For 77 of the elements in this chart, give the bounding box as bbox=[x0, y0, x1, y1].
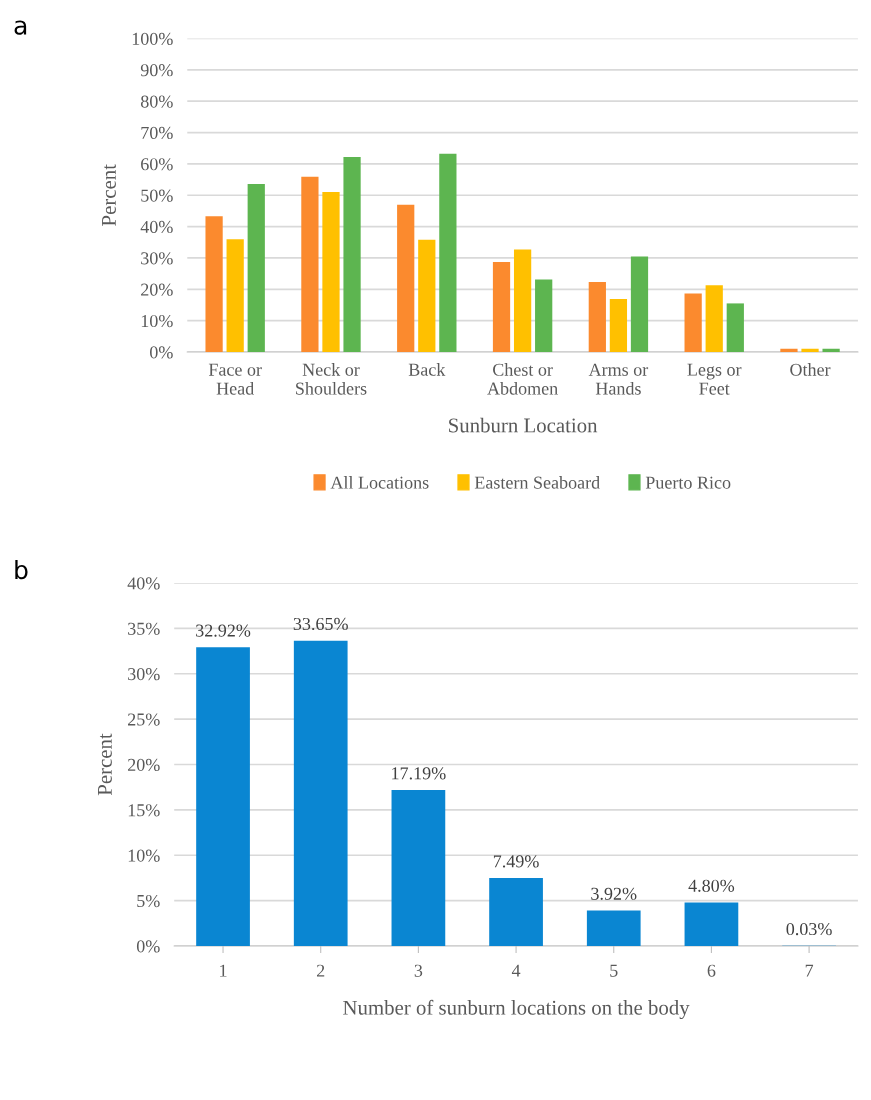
x-tick-label: Neck or Shoulders bbox=[296, 363, 367, 395]
data-label: 7.49% bbox=[493, 855, 539, 868]
x-tick-label: Arms or Hands bbox=[588, 363, 649, 395]
bar bbox=[726, 303, 744, 352]
bar bbox=[226, 239, 244, 352]
bar bbox=[513, 249, 532, 352]
bar bbox=[609, 299, 628, 352]
text: b bbox=[15, 559, 28, 580]
bar bbox=[492, 262, 511, 352]
y-tick-label: 0% bbox=[150, 346, 173, 359]
data-label: 33.65% bbox=[293, 617, 348, 631]
text: a bbox=[14, 20, 27, 35]
y-axis-title: Percent bbox=[98, 733, 112, 796]
y-tick-label: 25% bbox=[128, 713, 160, 726]
bar bbox=[322, 192, 340, 352]
y-tick-label: 5% bbox=[137, 894, 160, 908]
bar bbox=[535, 279, 553, 352]
x-tick-label: Back bbox=[408, 363, 446, 376]
y-tick-label: 40% bbox=[140, 220, 173, 234]
bar bbox=[301, 176, 319, 352]
y-tick-label: 10% bbox=[141, 314, 173, 328]
y-tick-label: 30% bbox=[128, 668, 160, 681]
x-tick-label: 5 bbox=[610, 964, 618, 977]
bar bbox=[684, 902, 739, 946]
y-axis-title: Percent bbox=[102, 164, 116, 226]
x-tick-label: Legs or Feet bbox=[687, 363, 742, 395]
bar bbox=[684, 293, 702, 352]
legend-label: All Locations bbox=[330, 476, 429, 489]
bar bbox=[822, 348, 840, 352]
data-label: 0.03% bbox=[786, 922, 832, 936]
y-tick-label: 30% bbox=[141, 252, 173, 265]
bar bbox=[630, 256, 649, 352]
x-tick-label: 4 bbox=[511, 964, 521, 977]
data-label: 17.19% bbox=[392, 767, 446, 780]
y-tick-label: 35% bbox=[128, 622, 160, 635]
y-tick-label: 40% bbox=[127, 577, 160, 590]
x-tick-label: Chest or Abdomen bbox=[487, 363, 558, 395]
y-tick-label: 20% bbox=[141, 283, 173, 296]
bar bbox=[293, 640, 348, 946]
y-tick-label: 80% bbox=[140, 95, 173, 108]
data-label: 3.92% bbox=[591, 887, 637, 900]
y-tick-label: 90% bbox=[140, 64, 173, 77]
bar bbox=[196, 647, 250, 946]
bar bbox=[439, 153, 457, 352]
y-tick-label: 100% bbox=[132, 32, 173, 45]
data-label: 32.92% bbox=[196, 624, 251, 637]
bar bbox=[780, 348, 798, 352]
legend-label: Eastern Seaboard bbox=[474, 476, 600, 489]
legend-label: Puerto Rico bbox=[645, 476, 731, 489]
bar bbox=[343, 157, 361, 352]
bar bbox=[705, 285, 723, 352]
x-tick-label: 7 bbox=[805, 964, 814, 977]
bar bbox=[801, 348, 819, 352]
x-tick-label: 3 bbox=[414, 964, 423, 977]
bar bbox=[588, 282, 606, 352]
bar bbox=[489, 878, 543, 946]
y-tick-label: 50% bbox=[141, 189, 173, 202]
x-tick-label: Other bbox=[790, 363, 831, 376]
y-tick-label: 15% bbox=[128, 804, 160, 817]
bar bbox=[247, 183, 265, 352]
x-axis-title: Number of sunburn locations on the body bbox=[343, 999, 690, 1020]
bar bbox=[418, 239, 436, 352]
y-tick-label: 70% bbox=[141, 126, 173, 140]
x-tick-label: 1 bbox=[220, 964, 227, 977]
y-tick-label: 0% bbox=[136, 940, 160, 953]
bar bbox=[391, 790, 446, 946]
bar bbox=[586, 910, 641, 946]
y-tick-label: 20% bbox=[128, 758, 160, 771]
x-axis-title: Sunburn Location bbox=[449, 417, 598, 433]
x-tick-label: Face or Head bbox=[208, 363, 262, 395]
y-tick-label: 10% bbox=[128, 849, 160, 862]
x-tick-label: 2 bbox=[316, 964, 325, 977]
bar bbox=[205, 216, 223, 352]
y-tick-label: 60% bbox=[141, 158, 173, 171]
bar bbox=[397, 204, 415, 352]
x-tick-label: 6 bbox=[707, 964, 716, 977]
data-label: 4.80% bbox=[688, 879, 735, 892]
